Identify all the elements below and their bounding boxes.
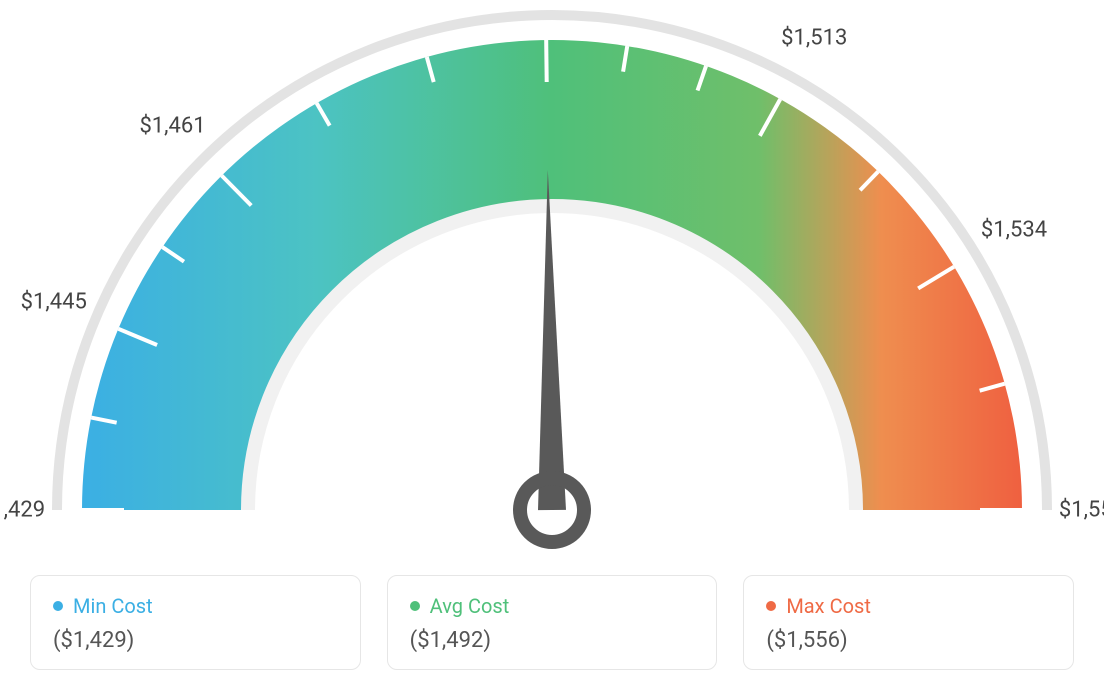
gauge-svg (0, 0, 1104, 560)
dot-icon (766, 601, 776, 611)
card-avg-cost: Avg Cost ($1,492) (387, 575, 718, 670)
card-value: ($1,492) (410, 628, 695, 653)
scale-label: $1,445 (21, 289, 87, 314)
card-label: Min Cost (73, 594, 153, 618)
card-label: Max Cost (786, 594, 871, 618)
card-value: ($1,429) (53, 628, 338, 653)
card-min-cost: Min Cost ($1,429) (30, 575, 361, 670)
scale-label: $1,461 (139, 113, 205, 138)
card-label: Avg Cost (430, 594, 510, 618)
summary-cards: Min Cost ($1,429) Avg Cost ($1,492) Max … (30, 575, 1074, 670)
scale-label: $1,556 (1059, 498, 1104, 523)
card-value: ($1,556) (766, 628, 1051, 653)
scale-label: $1,429 (0, 498, 45, 523)
scale-label: $1,513 (781, 25, 847, 50)
scale-label: $1,534 (981, 218, 1047, 243)
dot-icon (410, 601, 420, 611)
card-max-cost: Max Cost ($1,556) (743, 575, 1074, 670)
gauge-chart: $1,429$1,445$1,461$1,492$1,513$1,534$1,5… (0, 0, 1104, 560)
dot-icon (53, 601, 63, 611)
